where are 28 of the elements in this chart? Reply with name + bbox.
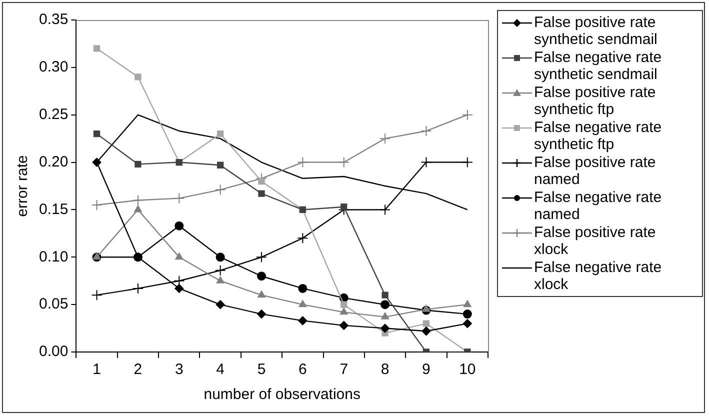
x-axis-title: number of observations bbox=[204, 386, 360, 404]
y-tick-label: 0.20 bbox=[38, 153, 68, 170]
y-tick-label: 0.05 bbox=[38, 296, 68, 313]
x-tick-label: 6 bbox=[298, 361, 307, 378]
y-tick-label: 0.25 bbox=[38, 106, 68, 123]
x-tick-label: 8 bbox=[380, 361, 390, 378]
y-tick-label: 0.30 bbox=[38, 58, 68, 76]
legend-label: False positive rate synthetic ftp bbox=[534, 84, 657, 118]
x-tick-label: 2 bbox=[134, 361, 142, 378]
y-tick-label: 0.35 bbox=[38, 11, 68, 28]
x-tick-label: 5 bbox=[257, 361, 266, 378]
legend-label: False negative rate xlock bbox=[534, 259, 663, 293]
x-tick-label: 3 bbox=[174, 361, 184, 378]
legend-label: False negative rate synthetic sendmail bbox=[534, 49, 663, 83]
legend-label: False negative rate named bbox=[534, 189, 663, 223]
y-tick-label: 0.10 bbox=[38, 248, 68, 266]
legend-label: False negative rate synthetic ftp bbox=[534, 119, 663, 153]
y-tick-label: 0.00 bbox=[38, 343, 68, 360]
x-tick-label: 10 bbox=[459, 361, 476, 378]
x-tick-label: 7 bbox=[340, 361, 348, 378]
y-axis-title: error rate bbox=[14, 155, 32, 217]
legend-label: False positive rate synthetic sendmail bbox=[534, 14, 658, 48]
x-tick-label: 4 bbox=[216, 361, 224, 378]
y-tick-label: 0.15 bbox=[38, 200, 68, 218]
x-tick-label: 9 bbox=[422, 361, 430, 378]
legend-label: False positive rate named bbox=[534, 154, 657, 188]
legend-label: False positive rate xlock bbox=[534, 224, 657, 258]
x-tick-label: 1 bbox=[92, 361, 101, 378]
